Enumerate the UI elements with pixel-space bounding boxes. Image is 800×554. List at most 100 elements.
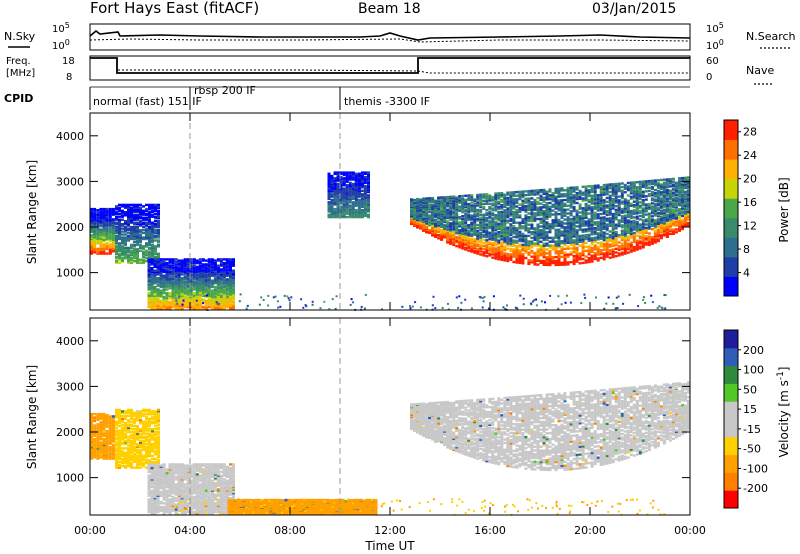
power-echo-cell: [678, 222, 681, 226]
power-echo-cell: [518, 254, 522, 257]
power-echo-cell: [560, 195, 564, 198]
power-echo-cell: [434, 206, 438, 210]
power-echo-cell: [452, 206, 456, 209]
power-echo-cell: [536, 229, 540, 232]
power-echo-cell: [638, 191, 642, 194]
power-echo-cell: [494, 232, 498, 235]
power-echo-cell: [605, 249, 609, 253]
power-echo-cell: [157, 214, 160, 217]
power-echo-cell: [524, 234, 528, 237]
power-echo-cell: [569, 253, 573, 256]
power-echo-cell: [548, 256, 552, 259]
power-echo-cell: [136, 206, 139, 209]
power-echo-cell: [614, 242, 618, 245]
power-echo-cell: [449, 240, 453, 243]
power-echo-cell: [367, 198, 370, 202]
power-echo-cell: [653, 192, 657, 195]
power-echo-cell: [659, 184, 663, 188]
power-echo-cell: [157, 234, 160, 238]
power-echo-cell: [216, 293, 220, 296]
power-echo-cell: [151, 255, 154, 258]
power-echo-cell: [491, 197, 495, 200]
power-echo-cell: [527, 234, 531, 238]
power-echo-cell: [587, 185, 591, 188]
power-echo-cell: [410, 203, 413, 207]
power-echo-cell: [641, 225, 645, 229]
power-echo-cell: [207, 284, 211, 287]
power-echo-cell: [599, 208, 603, 212]
power-echo-cell: [506, 207, 510, 210]
power-echo-cell: [641, 234, 645, 237]
power-echo-cell: [581, 220, 585, 224]
power-echo-cell: [464, 247, 468, 250]
power-echo-cell: [213, 280, 217, 284]
power-echo-cell: [656, 232, 660, 235]
power-echo-cell: [524, 197, 528, 200]
power-echo-cell: [569, 241, 573, 244]
power-echo-cell: [121, 205, 124, 208]
power-echo-cell: [151, 233, 154, 236]
power-echo-cell: [611, 186, 615, 190]
power-echo-cell: [210, 265, 214, 269]
power-echo-cell: [650, 219, 654, 223]
power-echo-cell: [222, 273, 226, 276]
power-echo-cell: [656, 193, 660, 196]
power-echo-cell: [632, 233, 636, 237]
power-echo-cell: [587, 229, 591, 233]
power-echo-cell: [521, 219, 525, 223]
power-echo-cell: [222, 272, 226, 275]
power-echo-cell: [180, 300, 184, 304]
power-echo-cell: [596, 238, 600, 241]
power-echo-cell: [157, 211, 160, 214]
power-echo-cell: [503, 195, 507, 198]
power-echo-cell: [638, 237, 642, 240]
power-echo-cell: [638, 206, 642, 209]
power-echo-cell: [500, 204, 504, 207]
power-echo-cell: [488, 241, 492, 244]
power-echo-cell: [681, 187, 684, 190]
power-echo-cell: [497, 200, 501, 203]
power-echo-cell: [662, 190, 666, 193]
power-echo-cell: [497, 227, 501, 230]
power-echo-cell: [479, 205, 483, 209]
power-echo-cell: [198, 288, 202, 291]
power-echo-cell: [506, 247, 510, 250]
power-echo-cell: [171, 282, 175, 285]
power-echo-cell: [608, 230, 612, 233]
power-echo-cell: [527, 212, 531, 215]
power-echo-cell: [554, 261, 558, 265]
power-echo-cell: [461, 221, 465, 225]
power-echo-cell: [551, 240, 555, 243]
power-echo-cell: [473, 208, 477, 212]
power-echo-cell: [584, 237, 588, 241]
power-echo-cell: [330, 205, 334, 208]
power-echo-cell: [410, 210, 413, 213]
power-echo-cell: [130, 236, 133, 239]
power-echo-cell: [575, 188, 579, 191]
power-echo-cell: [348, 190, 352, 194]
power-echo-cell: [156, 289, 160, 292]
power-echo-cell: [168, 307, 172, 310]
power-echo-cell: [602, 218, 606, 221]
power-echo-cell: [614, 236, 618, 239]
power-echo-cell: [150, 298, 154, 301]
power-echo-cell: [560, 240, 564, 243]
power-echo-cell: [207, 265, 211, 269]
power-echo-cell: [177, 278, 181, 281]
power-echo-cell: [641, 220, 645, 224]
power-echo-cell: [653, 188, 657, 192]
power-echo-cell: [593, 200, 597, 203]
power-echo-cell: [171, 293, 175, 296]
power-echo-cell: [115, 230, 118, 233]
power-echo-cell: [632, 240, 636, 244]
power-echo-cell: [434, 218, 438, 222]
power-echo-cell: [153, 279, 157, 282]
power-echo-cell: [157, 212, 160, 215]
power-echo-cell: [584, 185, 588, 188]
power-echo-cell: [422, 215, 425, 218]
power-echo-cell: [118, 249, 121, 252]
power-echo-cell: [533, 238, 537, 241]
power-echo-cell: [150, 273, 154, 276]
power-echo-cell: [467, 242, 471, 245]
power-echo-cell: [121, 236, 124, 239]
